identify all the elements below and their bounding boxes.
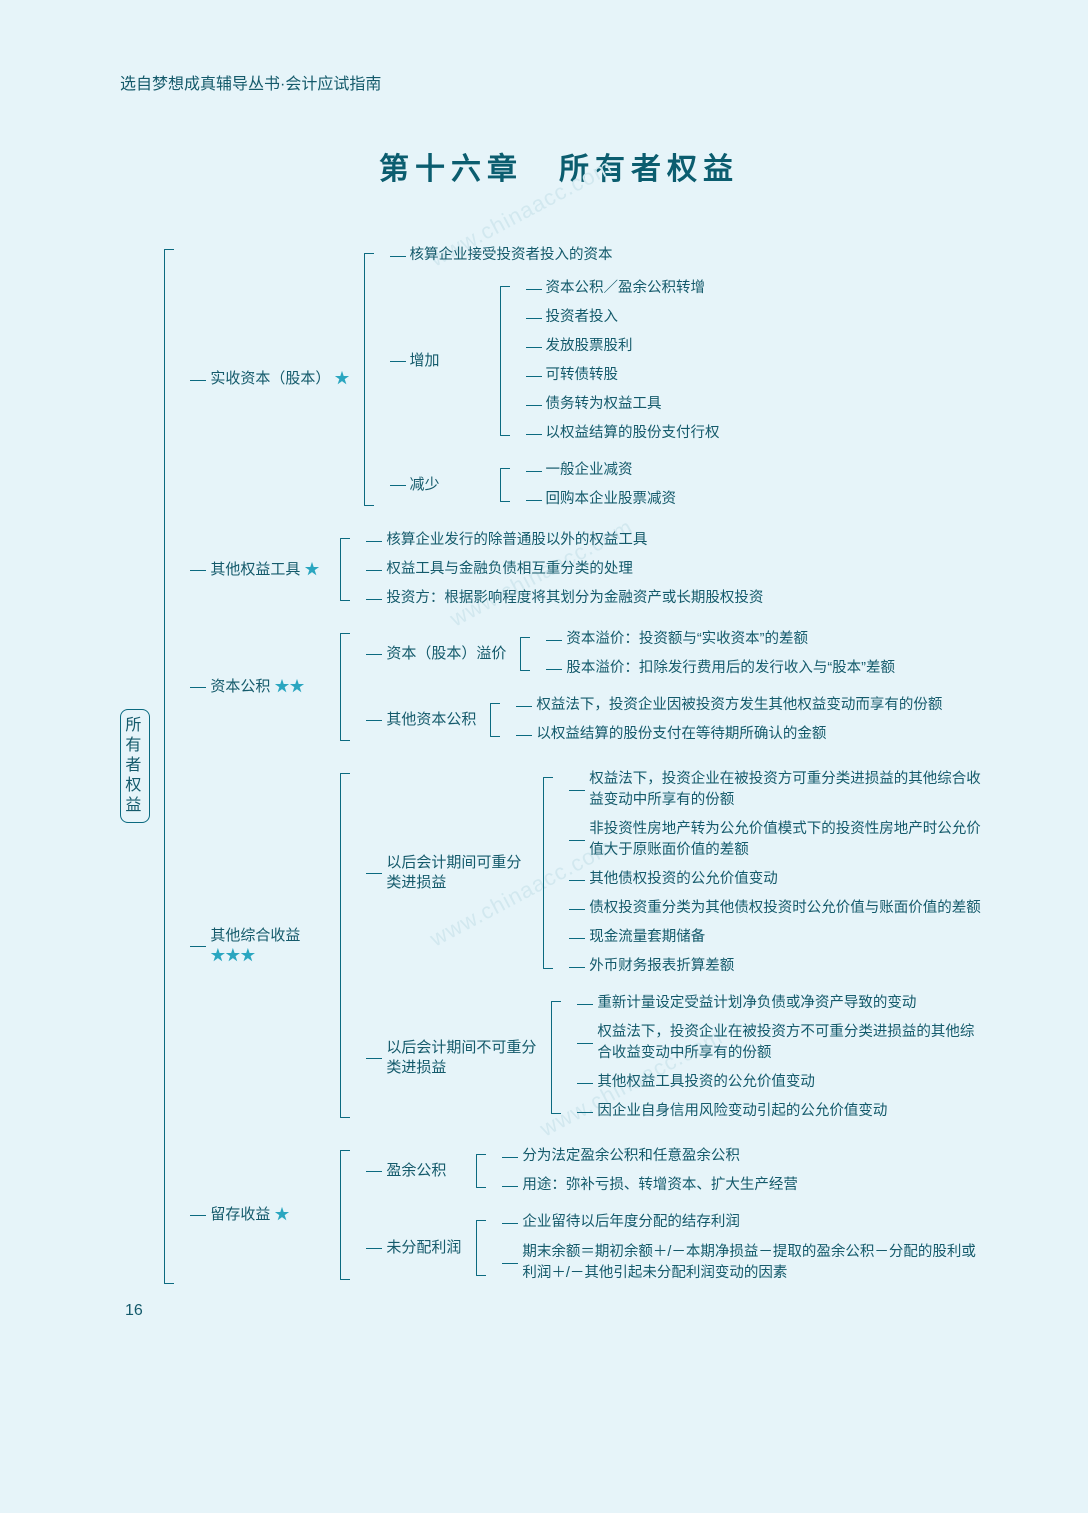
node-text: 可转债转股 xyxy=(546,365,619,386)
source-header: 选自梦想成真辅导丛书·会计应试指南 xyxy=(120,70,998,94)
importance-stars: ★★★ xyxy=(210,947,255,964)
tree-leaf-label: 分为法定盈余公积和任意盈余公积 xyxy=(522,1146,754,1167)
tree-leaf-label: 权益法下，投资企业因被投资方发生其他权益变动而享有的份额 xyxy=(536,695,956,716)
node-text: 其他综合收益 ★★★ xyxy=(210,926,326,967)
tree-leaf-label: 重新计量设定受益计划净负债或净资产导致的变动 xyxy=(597,993,930,1014)
node-text: 其他权益工具 ★ xyxy=(210,560,326,580)
tree-branch-label: 留存收益 ★ xyxy=(210,1138,340,1291)
tree-leaf-label: 债权投资重分类为其他债权投资时公允价值与账面价值的差额 xyxy=(589,898,995,919)
node-text: 其他资本公积 xyxy=(386,710,476,730)
tree-leaf-label: 资本公积／盈余公积转增 xyxy=(546,278,720,299)
tree-leaf-label: 期末余额＝期初余额＋/－本期净损益－提取的盈余公积－分配的股利或利润＋/－其他引… xyxy=(522,1242,998,1284)
tree-branch-label: 其他权益工具 ★ xyxy=(210,526,340,613)
node-text: 债权投资重分类为其他债权投资时公允价值与账面价值的差额 xyxy=(589,898,981,919)
tree-leaf-label: 企业留待以后年度分配的结存利润 xyxy=(522,1212,754,1233)
node-text: 以后会计期间可重分类进损益 xyxy=(386,853,529,894)
node-text: 增加 xyxy=(410,351,486,371)
node-text: 资本溢价：投资额与“实收资本”的差额 xyxy=(566,629,808,650)
node-text: 现金流量套期储备 xyxy=(589,927,705,948)
node-text: 因企业自身信用风险变动引起的公允价值变动 xyxy=(597,1101,887,1122)
tree-leaf-label: 核算企业发行的除普通股以外的权益工具 xyxy=(386,530,661,551)
tree-leaf-label: 非投资性房地产转为公允价值模式下的投资性房地产时公允价值大于原账面价值的差额 xyxy=(589,819,998,861)
node-text: 企业留待以后年度分配的结存利润 xyxy=(522,1212,740,1233)
tree-branch-label: 实收资本（股本） ★ xyxy=(210,241,363,518)
tree-leaf-label: 投资者投入 xyxy=(546,307,633,328)
tree-branch-label: 以后会计期间可重分类进损益 xyxy=(386,765,543,981)
node-text: 其他债权投资的公允价值变动 xyxy=(589,869,778,890)
tree-leaf-label: 用途：弥补亏损、转增资本、扩大生产经营 xyxy=(522,1175,812,1196)
chapter-title: 第十六章 所有者权益 xyxy=(120,144,998,188)
tree-leaf-label: 发放股票股利 xyxy=(546,336,647,357)
node-text: 资本（股本）溢价 xyxy=(386,644,506,664)
node-text: 投资方：根据影响程度将其划分为金融资产或长期股权投资 xyxy=(386,588,763,609)
tree-leaf-label: 外币财务报表折算差额 xyxy=(589,956,748,977)
importance-stars: ★ xyxy=(305,561,320,578)
node-text: 权益法下，投资企业在被投资方可重分类进损益的其他综合收益变动中所享有的份额 xyxy=(589,769,984,811)
node-text: 投资者投入 xyxy=(546,307,619,328)
node-text: 分为法定盈余公积和任意盈余公积 xyxy=(522,1146,740,1167)
tree-leaf-label: 核算企业接受投资者投入的资本 xyxy=(410,245,627,266)
tree-leaf-label: 权益法下，投资企业在被投资方可重分类进损益的其他综合收益变动中所享有的份额 xyxy=(589,769,998,811)
tree-branch-label: 资本（股本）溢价 xyxy=(386,625,520,683)
node-text: 权益工具与金融负债相互重分类的处理 xyxy=(386,559,633,580)
node-text: 资本公积／盈余公积转增 xyxy=(546,278,706,299)
tree-leaf-label: 因企业自身信用风险变动引起的公允价值变动 xyxy=(597,1101,901,1122)
node-text: 期末余额＝期初余额＋/－本期净损益－提取的盈余公积－分配的股利或利润＋/－其他引… xyxy=(522,1242,984,1284)
tree-branch-label: 其他综合收益 ★★★ xyxy=(210,761,340,1130)
tree-branch-label: 盈余公积 xyxy=(386,1142,476,1200)
node-text: 外币财务报表折算差额 xyxy=(589,956,734,977)
tree-branch-label: 以后会计期间不可重分类进损益 xyxy=(386,989,551,1126)
node-text: 非投资性房地产转为公允价值模式下的投资性房地产时公允价值大于原账面价值的差额 xyxy=(589,819,984,861)
tree-leaf-label: 权益工具与金融负债相互重分类的处理 xyxy=(386,559,647,580)
tree-leaf-label: 投资方：根据影响程度将其划分为金融资产或长期股权投资 xyxy=(386,588,777,609)
tree-branch-label: 减少 xyxy=(410,456,500,514)
node-text: 用途：弥补亏损、转增资本、扩大生产经营 xyxy=(522,1175,798,1196)
node-text: 未分配利润 xyxy=(386,1238,462,1258)
tree-leaf-label: 以权益结算的股份支付行权 xyxy=(546,423,734,444)
node-text: 核算企业接受投资者投入的资本 xyxy=(410,245,613,266)
node-text: 以权益结算的股份支付行权 xyxy=(546,423,720,444)
page-number: 16 xyxy=(125,1302,143,1320)
tree-leaf-label: 股本溢价：扣除发行费用后的发行收入与“股本”差额 xyxy=(566,658,909,679)
node-text: 以后会计期间不可重分类进损益 xyxy=(386,1038,537,1079)
node-text: 权益法下，投资企业在被投资方不可重分类进损益的其他综合收益变动中所享有的份额 xyxy=(597,1022,984,1064)
node-text: 重新计量设定受益计划净负债或净资产导致的变动 xyxy=(597,993,916,1014)
importance-stars: ★ xyxy=(335,370,350,387)
node-text: 核算企业发行的除普通股以外的权益工具 xyxy=(386,530,647,551)
tree-branch-label: 其他资本公积 xyxy=(386,691,490,749)
node-text: 其他权益工具投资的公允价值变动 xyxy=(597,1072,815,1093)
tree-leaf-label: 其他权益工具投资的公允价值变动 xyxy=(597,1072,829,1093)
tree-leaf-label: 可转债转股 xyxy=(546,365,633,386)
tree-leaf-label: 一般企业减资 xyxy=(546,460,647,481)
node-text: 股本溢价：扣除发行费用后的发行收入与“股本”差额 xyxy=(566,658,895,679)
node-text: 发放股票股利 xyxy=(546,336,633,357)
tree-leaf-label: 以权益结算的股份支付在等待期所确认的金额 xyxy=(536,724,840,745)
importance-stars: ★ xyxy=(275,1206,290,1223)
node-text: 实收资本（股本） ★ xyxy=(210,369,349,389)
tree-branch-label: 增加 xyxy=(410,274,500,448)
node-text: 回购本企业股票减资 xyxy=(546,489,677,510)
tree-branch-label: 未分配利润 xyxy=(386,1208,476,1287)
tree-leaf-label: 其他债权投资的公允价值变动 xyxy=(589,869,792,890)
tree-leaf-label: 债务转为权益工具 xyxy=(546,394,676,415)
page: 选自梦想成真辅导丛书·会计应试指南 第十六章 所有者权益 www.chinaac… xyxy=(0,0,1088,1360)
tree-leaf-label: 资本溢价：投资额与“实收资本”的差额 xyxy=(566,629,822,650)
node-text: 一般企业减资 xyxy=(546,460,633,481)
tree-leaf-label: 回购本企业股票减资 xyxy=(546,489,691,510)
node-text: 盈余公积 xyxy=(386,1161,462,1181)
node-text: 权益法下，投资企业因被投资方发生其他权益变动而享有的份额 xyxy=(536,695,942,716)
owners-equity-tree: 所有者权益 实收资本（股本） ★ 核算企业接受投资者投入的资本增加 资本公积／盈余公… xyxy=(120,233,998,1300)
tree-leaf-label: 现金流量套期储备 xyxy=(589,927,719,948)
node-text: 以权益结算的股份支付在等待期所确认的金额 xyxy=(536,724,826,745)
node-text: 减少 xyxy=(410,475,486,495)
root-box-label: 所有者权益 xyxy=(120,709,150,823)
node-text: 留存收益 ★ xyxy=(210,1205,326,1225)
importance-stars: ★★ xyxy=(275,678,305,695)
tree-leaf-label: 权益法下，投资企业在被投资方不可重分类进损益的其他综合收益变动中所享有的份额 xyxy=(597,1022,998,1064)
node-text: 资本公积 ★★ xyxy=(210,677,326,697)
tree-root: 所有者权益 xyxy=(120,237,164,1296)
tree-branch-label: 资本公积 ★★ xyxy=(210,621,340,753)
node-text: 债务转为权益工具 xyxy=(546,394,662,415)
